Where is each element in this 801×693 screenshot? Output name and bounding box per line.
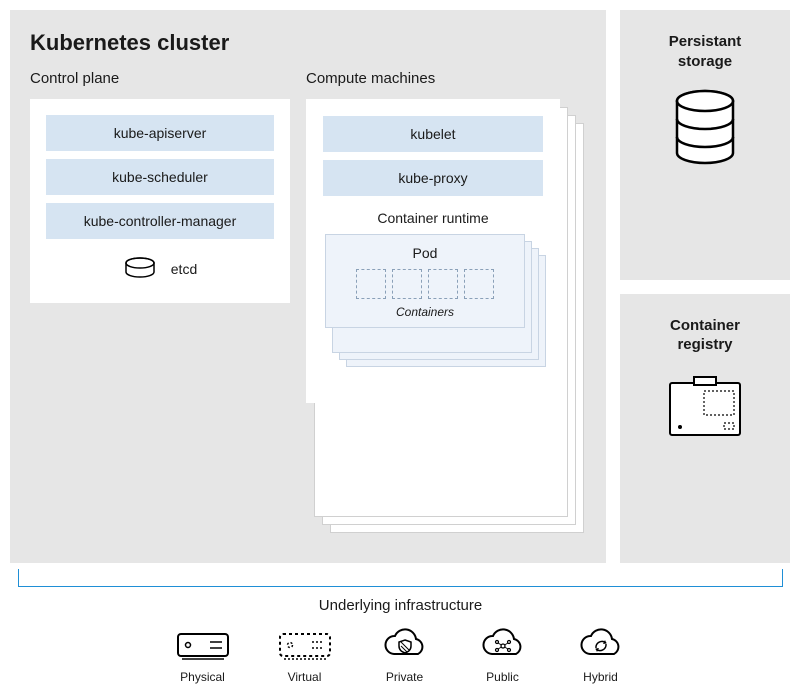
registry-icon	[664, 373, 746, 443]
container-square	[428, 269, 458, 299]
compute-title: Compute machines	[306, 70, 586, 87]
database-icon	[669, 89, 741, 167]
infra-item-private: Private	[378, 628, 432, 684]
component-box: kubelet	[323, 116, 543, 152]
infrastructure-bracket	[10, 569, 791, 587]
persistent-storage-panel: Persistant storage	[620, 10, 790, 280]
infra-item-physical: Physical	[174, 628, 232, 684]
container-square	[356, 269, 386, 299]
container-registry-panel: Container registry	[620, 294, 790, 564]
cloud-network-icon	[476, 628, 530, 664]
infrastructure-title: Underlying infrastructure	[10, 597, 791, 614]
container-square	[392, 269, 422, 299]
infra-label: Public	[486, 670, 519, 684]
etcd-label: etcd	[171, 261, 197, 277]
infra-label: Physical	[180, 670, 225, 684]
container-runtime-title: Container runtime	[323, 210, 543, 226]
compute-machines-column: Compute machines kubelet kube-proxy Cont…	[306, 70, 586, 539]
container-square	[464, 269, 494, 299]
control-plane-column: Control plane kube-apiserver kube-schedu…	[30, 70, 290, 539]
containers-label: Containers	[336, 305, 514, 319]
infrastructure-row: Physical Virtual Private	[10, 628, 791, 684]
cluster-title: Kubernetes cluster	[30, 30, 586, 56]
pod-label: Pod	[336, 245, 514, 261]
pod-card: Pod Containers	[325, 234, 525, 328]
compute-machine-stack: kubelet kube-proxy Container runtime Pod	[306, 99, 586, 539]
component-box: kube-apiserver	[46, 115, 274, 151]
pod-stack: Pod Containers	[323, 234, 543, 384]
container-registry-title: Container registry	[670, 316, 740, 355]
server-dashed-icon	[276, 628, 334, 664]
component-box: kube-controller-manager	[46, 203, 274, 239]
compute-machine-card: kubelet kube-proxy Container runtime Pod	[306, 99, 560, 403]
infra-label: Hybrid	[583, 670, 618, 684]
infra-item-hybrid: Hybrid	[574, 628, 628, 684]
etcd-icon	[123, 257, 157, 281]
infra-item-public: Public	[476, 628, 530, 684]
control-plane-card: kube-apiserver kube-scheduler kube-contr…	[30, 99, 290, 303]
cloud-cycle-icon	[574, 628, 628, 664]
server-icon	[174, 628, 232, 664]
component-box: kube-scheduler	[46, 159, 274, 195]
container-row	[336, 269, 514, 299]
component-box: kube-proxy	[323, 160, 543, 196]
cloud-shield-icon	[378, 628, 432, 664]
infra-label: Virtual	[288, 670, 322, 684]
persistent-storage-title: Persistant storage	[669, 32, 742, 71]
kubernetes-cluster-panel: Kubernetes cluster Control plane kube-ap…	[10, 10, 606, 563]
infra-label: Private	[386, 670, 423, 684]
control-plane-title: Control plane	[30, 70, 290, 87]
infra-item-virtual: Virtual	[276, 628, 334, 684]
